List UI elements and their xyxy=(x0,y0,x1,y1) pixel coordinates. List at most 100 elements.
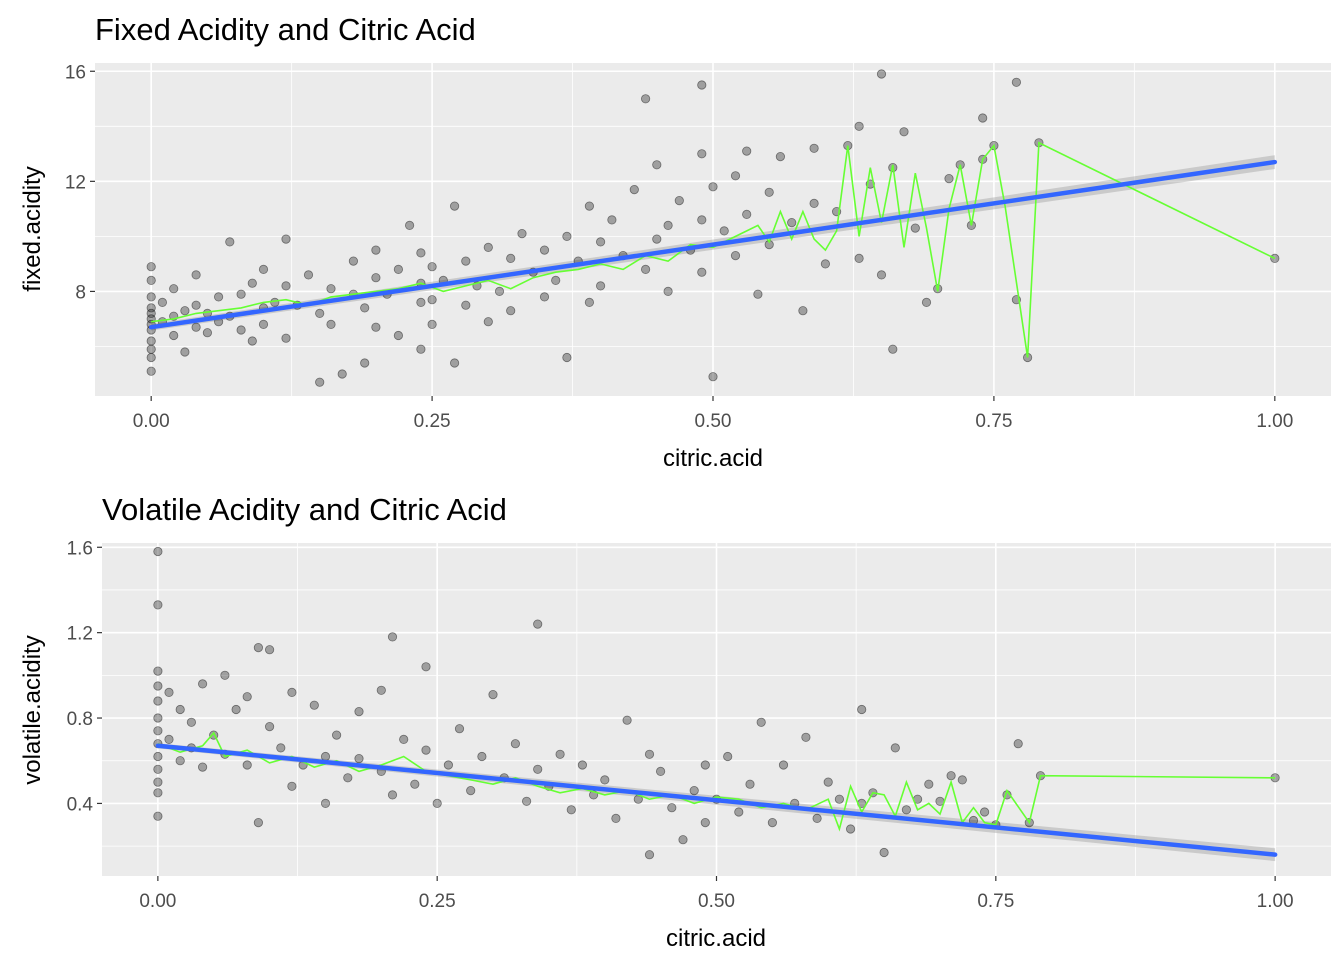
scatter-point xyxy=(387,790,398,800)
scatter-point xyxy=(236,325,246,335)
mean-line-layer xyxy=(151,141,1276,358)
mean-line xyxy=(157,731,1276,832)
fit-line-layer xyxy=(148,159,1278,330)
scatter-point xyxy=(979,807,990,817)
scatter-point xyxy=(924,779,934,789)
scatter-point xyxy=(742,146,752,156)
scatter-point xyxy=(899,127,909,137)
scatter-point xyxy=(798,306,808,316)
scatter-point xyxy=(281,234,291,244)
scatter-point xyxy=(354,753,364,764)
scatter-point xyxy=(775,152,786,162)
grid xyxy=(102,543,1331,876)
chart-title: Fixed Acidity and Citric Acid xyxy=(95,12,476,47)
scatter-point xyxy=(461,300,471,310)
fit-line-layer xyxy=(155,743,1278,857)
scatter-point xyxy=(539,245,550,255)
scatter-point xyxy=(663,220,673,230)
y-axis-label: fixed.acidity xyxy=(19,166,46,291)
scatter-point xyxy=(287,781,297,791)
scatter-point xyxy=(566,805,576,815)
scatter-point xyxy=(146,352,156,363)
scatter-point xyxy=(416,344,426,354)
scatter-point xyxy=(708,182,718,192)
scatter-point xyxy=(584,201,595,211)
scatter-point xyxy=(801,732,811,742)
scatter-point xyxy=(153,713,163,723)
scatter-point xyxy=(708,372,718,382)
scatter-point xyxy=(533,619,543,629)
scatter-point xyxy=(629,185,639,195)
scatter-point xyxy=(191,322,201,332)
scatter-point xyxy=(697,215,707,225)
scatter-point xyxy=(1011,77,1022,87)
scatter-point xyxy=(281,333,291,343)
scatter-point xyxy=(153,681,163,691)
scatter-point xyxy=(957,775,967,785)
scatter-point xyxy=(427,295,437,305)
y-tick-label: 1.2 xyxy=(67,624,93,645)
scatter-point xyxy=(432,798,442,809)
mean-line-layer xyxy=(157,731,1276,832)
scatter-point xyxy=(767,817,778,828)
scatter-point xyxy=(153,777,163,787)
scatter-point xyxy=(153,726,163,736)
scatter-point xyxy=(253,642,263,653)
scatter-point xyxy=(315,308,325,318)
scatter-point xyxy=(857,704,867,715)
scatter-point xyxy=(946,771,956,781)
grid xyxy=(95,63,1331,396)
scatter-point xyxy=(387,632,398,642)
scatter-point xyxy=(640,94,651,104)
scatter-point xyxy=(510,739,521,749)
scatter-point xyxy=(309,700,319,710)
scatter-point xyxy=(488,689,498,700)
scatter-point xyxy=(371,245,381,255)
scatter-point xyxy=(287,687,297,698)
scatter-point xyxy=(198,762,208,772)
scatter-point xyxy=(697,267,707,277)
scatter-point xyxy=(146,308,156,318)
scatter-point xyxy=(483,242,493,252)
scatter-point xyxy=(320,751,331,762)
scatter-point xyxy=(723,751,733,762)
x-axis-label: citric.acid xyxy=(663,445,763,472)
scatter-point xyxy=(483,317,493,327)
scatter-point xyxy=(360,303,370,313)
scatter-point xyxy=(220,670,230,680)
scatter-point xyxy=(421,745,431,755)
scatter-point xyxy=(354,706,364,717)
scatter-point xyxy=(376,685,386,695)
scatter-point xyxy=(700,817,710,828)
scatter-point xyxy=(600,775,610,785)
x-tick-label: 0.50 xyxy=(698,891,735,912)
scatter-point xyxy=(404,220,415,230)
scatter-point xyxy=(270,297,280,307)
y-tick-label: 8 xyxy=(75,282,86,303)
scatter-point xyxy=(820,259,831,269)
scatter-point xyxy=(611,813,621,824)
scatter-point xyxy=(734,807,744,817)
scatter-point xyxy=(700,760,710,770)
scatter-point xyxy=(153,696,163,706)
scatter-point xyxy=(910,223,920,233)
scatter-point xyxy=(281,281,291,291)
scatter-point xyxy=(416,297,426,307)
scatter-point xyxy=(331,730,342,740)
scatter-point xyxy=(427,262,437,272)
scatter-point xyxy=(326,319,336,329)
scatter-point xyxy=(551,275,561,285)
scatter-point xyxy=(562,352,572,363)
scatter-point xyxy=(242,692,252,702)
scatter-point xyxy=(809,143,819,153)
scatter-point xyxy=(236,289,246,299)
scatter-point xyxy=(812,813,822,824)
scatter-point xyxy=(640,264,651,274)
scatter-point xyxy=(756,717,766,727)
scatter-point xyxy=(506,253,516,263)
scatter-point xyxy=(146,366,156,376)
scatter-point xyxy=(667,803,677,813)
scatter-point xyxy=(153,764,163,774)
scatter-point xyxy=(742,209,752,219)
